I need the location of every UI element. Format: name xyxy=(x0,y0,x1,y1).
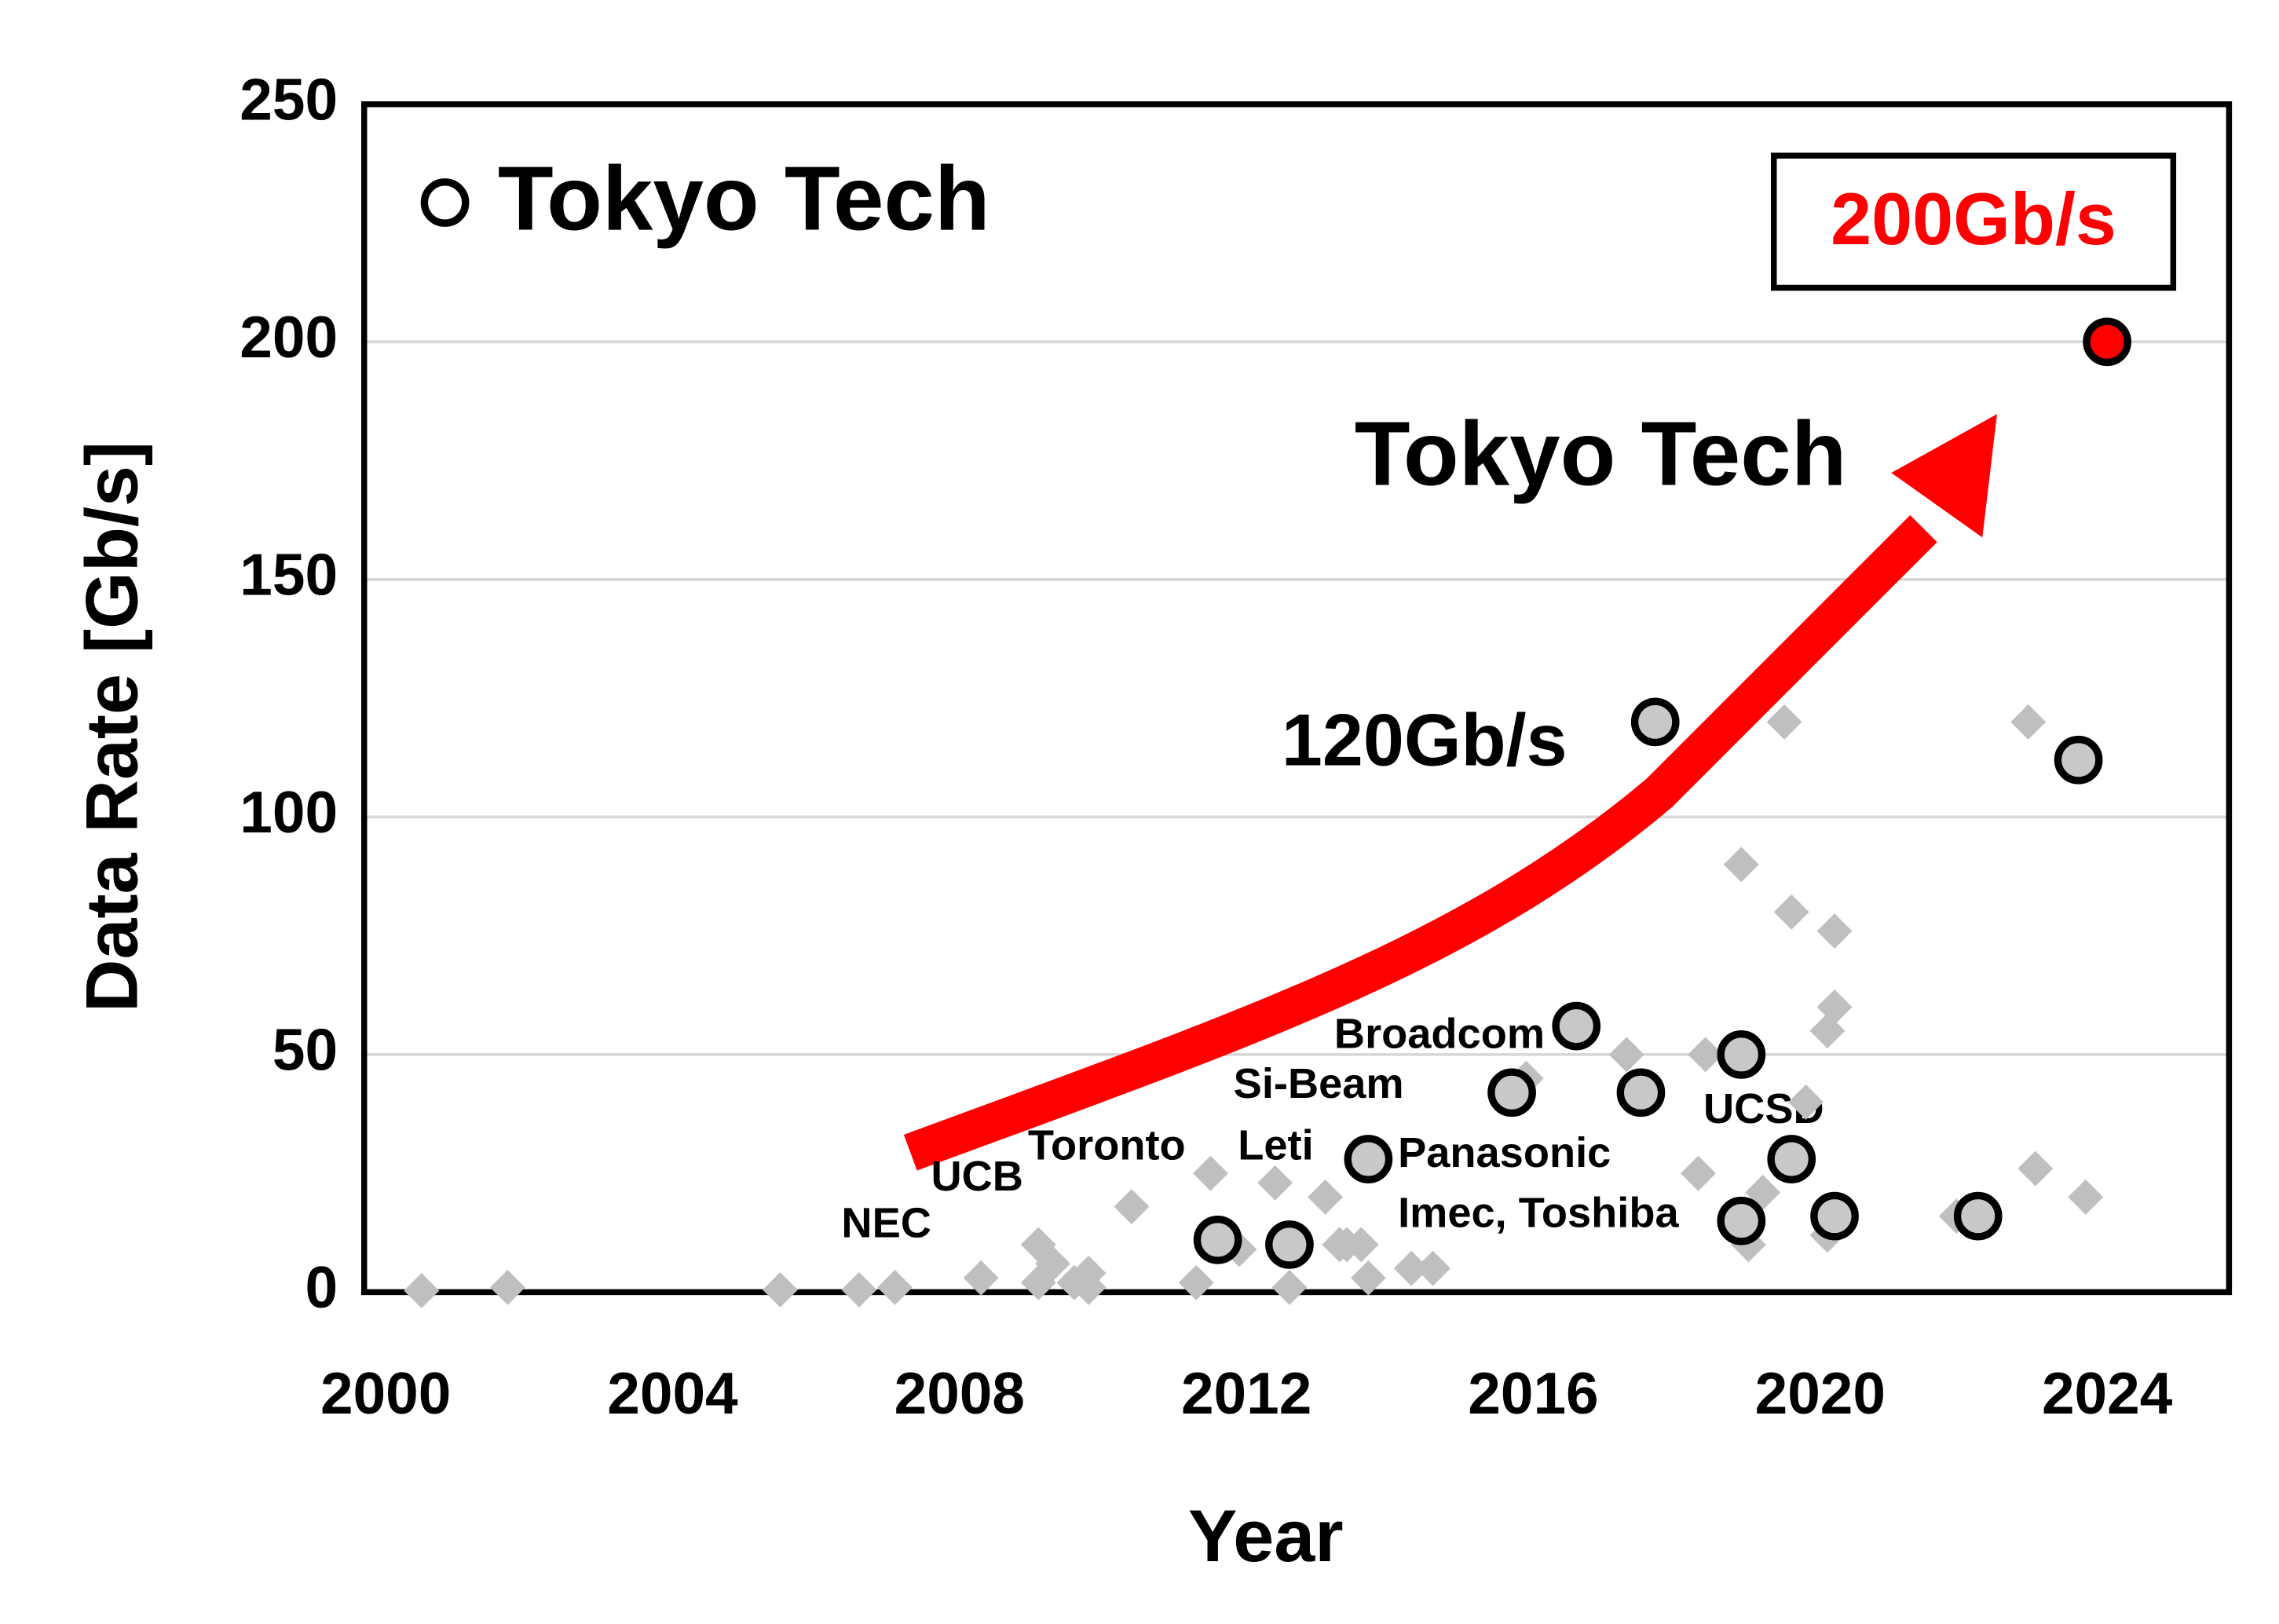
data-point xyxy=(489,1269,525,1305)
data-point xyxy=(1810,1191,1859,1241)
data-point xyxy=(963,1260,999,1296)
data-point xyxy=(1717,1196,1766,1245)
data-point xyxy=(1344,1135,1393,1183)
x-tick-label: 2004 xyxy=(607,1360,738,1426)
data-point xyxy=(2083,317,2131,367)
data-point xyxy=(1681,1155,1716,1191)
x-tick-label: 2012 xyxy=(1181,1360,1311,1426)
annotation: Imec, Toshiba xyxy=(1398,1190,1679,1237)
annotation: 120Gb/s xyxy=(1282,699,1567,781)
data-point xyxy=(1487,1068,1536,1117)
data-point xyxy=(404,1273,440,1309)
x-tick-label: 2020 xyxy=(1755,1360,1886,1426)
data-point xyxy=(1070,1269,1107,1305)
y-axis-title: Data Rate [Gb/s] xyxy=(70,441,152,1012)
x-tick-label: 2008 xyxy=(894,1360,1025,1426)
data-point xyxy=(1265,1220,1314,1269)
data-point xyxy=(1723,847,1759,883)
trend-arrow xyxy=(903,514,1937,1171)
arrow-head xyxy=(1891,414,1997,538)
x-tick-label: 2000 xyxy=(320,1360,451,1426)
legend-label: Tokyo Tech xyxy=(498,147,990,249)
data-point xyxy=(2010,704,2047,740)
y-tick-label: 0 xyxy=(305,1254,338,1320)
data-point xyxy=(1343,1227,1379,1263)
annotation: 200Gb/s xyxy=(1831,177,2116,260)
data-point xyxy=(1766,704,1802,740)
data-point xyxy=(1114,1189,1150,1224)
data-point xyxy=(1271,1269,1308,1305)
legend-marker xyxy=(420,178,470,227)
data-point xyxy=(2017,1150,2054,1187)
data-point xyxy=(1257,1165,1293,1201)
annotation: Toronto xyxy=(1028,1122,1186,1169)
y-tick-label: 150 xyxy=(240,542,338,608)
data-point xyxy=(1616,1068,1666,1117)
y-tick-label: 100 xyxy=(240,779,338,845)
annotation-box xyxy=(1771,152,2177,291)
y-tick-label: 250 xyxy=(240,67,338,133)
annotation: Tokyo Tech xyxy=(1355,403,1847,505)
annotation: Leti xyxy=(1238,1122,1313,1169)
data-point xyxy=(1393,1250,1429,1286)
data-point xyxy=(1717,1030,1766,1079)
data-point xyxy=(1773,894,1809,930)
data-point xyxy=(1415,1250,1451,1286)
data-point xyxy=(1630,697,1680,747)
annotation: Si-Beam xyxy=(1234,1060,1404,1107)
y-tick-label: 50 xyxy=(273,1017,338,1083)
annotation: NEC xyxy=(841,1200,931,1247)
annotation: Panasonic xyxy=(1398,1129,1611,1176)
annotation: UCB xyxy=(931,1153,1022,1200)
data-point xyxy=(2068,1179,2104,1215)
data-point xyxy=(1552,1001,1601,1051)
y-tick-label: 200 xyxy=(240,304,338,370)
data-point xyxy=(763,1271,798,1308)
data-point xyxy=(1193,1216,1242,1264)
data-point xyxy=(2054,735,2103,785)
data-point xyxy=(1767,1135,1816,1183)
x-tick-label: 2024 xyxy=(2042,1360,2173,1426)
x-axis-title: Year xyxy=(1188,1494,1344,1577)
data-point xyxy=(1608,1037,1644,1073)
annotation: Broadcom xyxy=(1334,1010,1545,1057)
data-point xyxy=(877,1269,913,1305)
data-point xyxy=(1308,1179,1344,1215)
data-point xyxy=(841,1271,877,1308)
data-point xyxy=(1193,1155,1228,1191)
data-point xyxy=(1816,913,1853,949)
x-tick-label: 2016 xyxy=(1468,1360,1598,1426)
data-point xyxy=(1953,1191,2003,1241)
